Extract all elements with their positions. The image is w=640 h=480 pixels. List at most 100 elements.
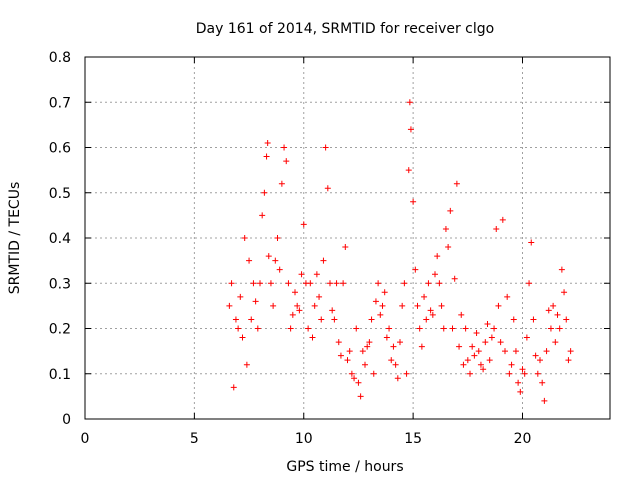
data-point — [550, 302, 557, 309]
data-point — [543, 348, 550, 355]
data-point — [497, 339, 504, 346]
data-point — [515, 379, 522, 386]
x-tick-label: 0 — [81, 431, 90, 447]
data-point — [460, 361, 467, 368]
data-point — [541, 397, 548, 404]
data-point — [351, 375, 358, 382]
data-point — [292, 289, 298, 296]
data-point — [359, 348, 366, 355]
data-point — [278, 180, 285, 187]
data-point — [502, 348, 508, 355]
data-point — [445, 244, 452, 251]
data-point — [309, 334, 316, 341]
data-point — [491, 325, 498, 332]
data-point — [239, 334, 246, 341]
data-point — [228, 280, 235, 287]
data-point — [261, 189, 268, 196]
data-point — [504, 293, 511, 300]
data-point — [257, 280, 263, 287]
data-point — [377, 311, 384, 318]
data-point — [337, 352, 344, 359]
data-point — [320, 257, 327, 264]
data-point — [353, 325, 360, 332]
data-point — [267, 280, 274, 287]
data-point — [355, 379, 362, 386]
data-point — [296, 307, 303, 314]
data-point — [386, 325, 393, 332]
data-point — [512, 348, 519, 355]
tick-layer: 0 0.1 0.2 0.3 0.4 0.5 0.6 0.7 0.8 0 5 10 15 20 — [49, 50, 610, 447]
data-point — [414, 302, 421, 309]
y-tick-label: 0.7 — [49, 95, 71, 111]
data-point — [370, 370, 377, 377]
data-point — [484, 320, 491, 327]
data-point — [270, 302, 277, 309]
data-point — [425, 280, 432, 287]
points-layer — [226, 99, 574, 404]
data-point — [493, 225, 500, 232]
data-point — [372, 298, 379, 305]
data-point — [250, 280, 257, 287]
data-point — [534, 370, 541, 377]
data-point — [264, 139, 271, 146]
data-point — [348, 370, 355, 377]
data-point — [287, 325, 294, 332]
data-point — [232, 316, 239, 323]
data-point — [383, 334, 390, 341]
data-point — [517, 388, 524, 395]
data-point — [394, 375, 401, 382]
data-point — [405, 167, 412, 174]
data-point — [399, 302, 406, 309]
y-tick-label: 0.8 — [49, 50, 71, 66]
data-point — [480, 366, 487, 373]
data-point — [412, 266, 419, 273]
data-point — [379, 302, 386, 309]
data-point — [390, 343, 397, 350]
data-point — [558, 266, 565, 273]
data-point — [482, 339, 489, 346]
data-point — [554, 311, 561, 318]
data-point — [451, 275, 458, 282]
data-point — [473, 330, 480, 337]
data-point — [456, 343, 463, 350]
data-point — [392, 361, 399, 368]
data-point — [436, 280, 443, 287]
data-point — [440, 325, 447, 332]
data-point — [471, 352, 478, 359]
data-point — [421, 293, 428, 300]
data-point — [475, 348, 482, 355]
data-point — [499, 216, 506, 223]
data-point — [423, 316, 430, 323]
data-point — [340, 280, 347, 287]
data-point — [254, 325, 261, 332]
data-point — [556, 325, 563, 332]
data-point — [344, 357, 351, 364]
data-point — [449, 325, 456, 332]
data-point — [241, 235, 248, 241]
data-point — [362, 361, 368, 368]
data-point — [539, 379, 546, 386]
data-point — [467, 370, 473, 377]
data-point — [281, 144, 288, 151]
data-point — [410, 198, 417, 205]
y-tick-label: 0.6 — [49, 141, 71, 157]
data-point — [243, 361, 250, 368]
data-point — [327, 280, 333, 287]
y-tick-label: 0.4 — [49, 231, 71, 247]
data-point — [331, 316, 338, 323]
data-point — [510, 316, 517, 323]
data-point — [547, 325, 554, 332]
data-point — [401, 280, 408, 287]
data-point — [226, 302, 233, 309]
grid-layer — [85, 57, 610, 419]
data-point — [357, 393, 364, 400]
data-point — [434, 253, 441, 260]
data-point — [316, 293, 323, 300]
data-point — [375, 280, 382, 287]
data-point — [427, 307, 434, 314]
data-point — [307, 280, 314, 287]
data-point — [453, 180, 460, 187]
data-point — [313, 271, 320, 278]
data-point — [521, 370, 528, 377]
data-point — [294, 302, 301, 309]
